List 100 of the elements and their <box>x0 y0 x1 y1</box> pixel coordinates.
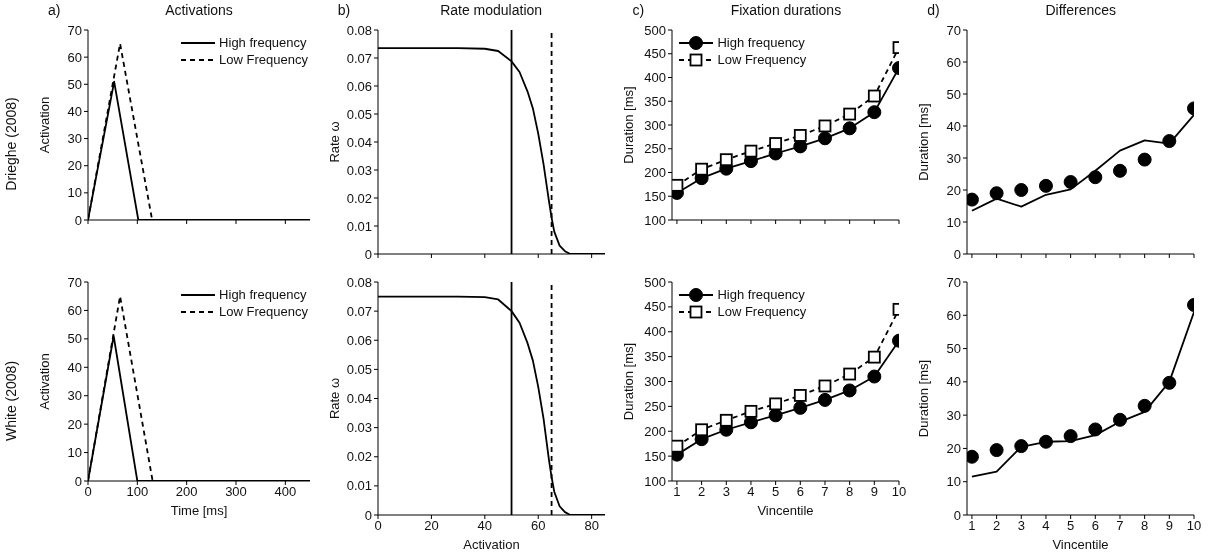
y-tick-label: 200 <box>644 423 667 439</box>
x-tick-label: 300 <box>225 484 247 500</box>
y-axis-title: Duration [ms] <box>915 103 931 181</box>
text: c) <box>632 2 645 18</box>
y-axis-title: Duration [ms] <box>621 342 637 421</box>
y-tick-label: 0 <box>74 473 82 489</box>
legend-label: High frequency <box>219 34 307 51</box>
y-tick-label: 0.07 <box>346 303 372 319</box>
x-tick-label: 9 <box>871 484 879 500</box>
y-tick-label: 70 <box>946 274 962 290</box>
y-axis-title: Rate ω <box>326 121 342 163</box>
chart-title: Rate modulation <box>439 2 544 18</box>
x-axis-title: Activation <box>462 537 520 552</box>
x-tick-label: 60 <box>530 518 546 534</box>
y-tick-label: 300 <box>644 374 667 390</box>
x-tick-label: 10 <box>892 484 907 500</box>
y-axis-title: Duration [ms] <box>621 86 637 164</box>
y-tick-label: 250 <box>644 141 667 157</box>
y-tick-label: 60 <box>946 307 962 323</box>
y-tick-label: 400 <box>644 324 667 340</box>
y-tick-label: 60 <box>67 303 82 319</box>
y-tick-label: 0.08 <box>346 22 372 38</box>
x-tick-label: 0 <box>84 484 92 500</box>
x-tick-label: 1 <box>968 518 976 534</box>
x-tick-label: 2 <box>993 518 1001 534</box>
x-tick-label: 40 <box>477 518 492 534</box>
text: a) <box>48 2 61 18</box>
x-tick-label: 7 <box>1116 518 1124 534</box>
y-tick-label: 70 <box>67 274 82 290</box>
y-tick-label: 0.04 <box>346 134 372 150</box>
y-tick-label: 70 <box>67 22 82 38</box>
y-tick-label: 0 <box>364 246 372 262</box>
y-tick-label: 20 <box>946 441 962 457</box>
legend-label: High frequency <box>717 34 805 51</box>
y-tick-label: 0 <box>74 212 82 228</box>
y-tick-label: 500 <box>644 22 667 38</box>
x-tick-label: 3 <box>1017 518 1026 534</box>
x-tick-label: 7 <box>821 484 830 500</box>
y-tick-label: 10 <box>946 214 962 230</box>
y-tick-label: 30 <box>946 407 962 423</box>
y-tick-label: 60 <box>67 49 82 65</box>
x-tick-label: 20 <box>423 518 439 534</box>
y-tick-label: 10 <box>67 185 82 201</box>
y-tick-label: 450 <box>644 46 667 62</box>
y-tick-label: 0 <box>364 507 372 523</box>
y-axis-title: Duration [ms] <box>915 359 931 438</box>
y-tick-label: 0.04 <box>346 391 372 407</box>
y-tick-label: 0.02 <box>346 449 372 465</box>
y-tick-label: 0.01 <box>346 478 372 494</box>
y-tick-label: 70 <box>946 22 962 38</box>
y-tick-label: 50 <box>67 331 82 347</box>
y-axis-title: Rate ω <box>326 377 342 420</box>
y-tick-label: 40 <box>67 104 82 120</box>
x-tick-label: 6 <box>1091 518 1100 534</box>
y-tick-label: 50 <box>946 86 962 102</box>
y-tick-label: 20 <box>67 416 82 432</box>
x-tick-label: 9 <box>1165 518 1174 534</box>
y-tick-label: 20 <box>67 158 82 174</box>
legend-label: Low Frequency <box>717 303 807 320</box>
x-axis-title: Vincentile <box>757 503 814 518</box>
y-tick-label: 450 <box>644 299 667 315</box>
y-tick-label: 0.03 <box>346 162 372 178</box>
text: Drieghe (2008) <box>3 97 20 191</box>
y-tick-label: 30 <box>67 388 82 404</box>
x-tick-label: 6 <box>797 484 805 500</box>
y-axis-title: Activation <box>36 353 52 410</box>
y-tick-label: 150 <box>644 448 667 464</box>
y-tick-label: 10 <box>67 445 82 461</box>
y-tick-label: 0.05 <box>346 361 372 377</box>
y-tick-label: 20 <box>946 182 962 198</box>
y-tick-label: 0.06 <box>346 78 372 94</box>
text: b) <box>337 2 351 18</box>
x-axis-title: Time [ms] <box>170 503 228 518</box>
y-tick-label: 350 <box>644 93 667 109</box>
y-tick-label: 40 <box>67 359 82 375</box>
y-tick-label: 30 <box>946 150 962 166</box>
legend-label: Low Frequency <box>219 303 308 320</box>
x-tick-label: 3 <box>723 484 731 500</box>
x-tick-label: 8 <box>846 484 854 500</box>
chart-title: Differences <box>1044 2 1117 18</box>
y-tick-label: 100 <box>644 473 667 489</box>
y-axis-title: Activation <box>36 96 52 154</box>
y-tick-label: 150 <box>644 188 667 204</box>
y-tick-label: 40 <box>946 374 962 390</box>
y-tick-label: 300 <box>644 117 667 133</box>
x-tick-label: 8 <box>1141 518 1149 534</box>
x-tick-label: 200 <box>175 484 198 500</box>
y-tick-label: 50 <box>946 341 962 357</box>
y-tick-label: 0.05 <box>346 106 372 122</box>
y-tick-label: 40 <box>946 118 962 134</box>
y-tick-label: 0 <box>953 507 962 523</box>
text: White (2008) <box>3 360 19 441</box>
y-tick-label: 100 <box>644 212 667 228</box>
text: d) <box>927 2 940 18</box>
y-tick-label: 0.08 <box>346 274 372 290</box>
y-tick-label: 0 <box>953 246 962 262</box>
y-tick-label: 250 <box>644 398 667 414</box>
y-tick-label: 0.02 <box>346 190 372 206</box>
x-tick-label: 80 <box>584 518 599 534</box>
chart-title: Activations <box>164 2 234 18</box>
